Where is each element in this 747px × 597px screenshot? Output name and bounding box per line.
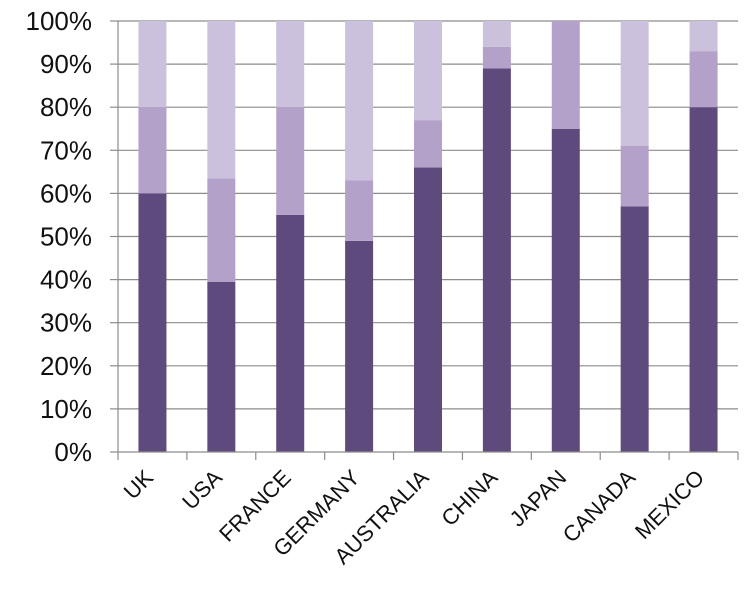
x-category-label: JAPAN — [505, 465, 572, 532]
x-category-label: MEXICO — [630, 465, 709, 544]
bar-segment-france-3 — [276, 21, 305, 108]
bar-segment-australia-3 — [414, 21, 442, 121]
bar-segment-japan-1 — [551, 128, 580, 452]
x-category-label: CANADA — [558, 465, 641, 548]
y-tick-labels: 0% 10% 20% 30% 40% 50% 60% 70% 80% 90% 100% — [26, 6, 93, 467]
bar-segment-canada-3 — [620, 21, 649, 146]
y-tick-label: 100% — [26, 6, 93, 36]
y-tick-label: 60% — [40, 178, 92, 208]
x-category-label: CHINA — [436, 465, 502, 531]
bar-segment-uk-1 — [138, 193, 167, 452]
axes — [110, 20, 739, 460]
y-tick-label: 70% — [40, 135, 92, 165]
bar-segment-usa-3 — [207, 21, 236, 179]
bar-segment-france-2 — [276, 107, 305, 215]
y-tick-label: 0% — [54, 437, 92, 467]
bar-segment-canada-1 — [620, 206, 649, 452]
y-tick-label: 20% — [40, 351, 92, 381]
x-category-label: USA — [177, 465, 227, 515]
bar-segment-china-1 — [482, 68, 511, 452]
y-tick-label: 30% — [40, 308, 92, 338]
bar-segment-australia-2 — [414, 120, 442, 168]
bar-segment-china-2 — [482, 46, 511, 69]
bar-segment-mexico-2 — [689, 51, 718, 108]
bar-series — [138, 21, 718, 453]
bar-segment-uk-3 — [138, 21, 167, 108]
bar-segment-china-3 — [482, 21, 511, 47]
y-tick-label: 10% — [40, 394, 92, 424]
bar-segment-france-1 — [276, 214, 305, 452]
bar-segment-canada-2 — [620, 145, 649, 207]
bar-segment-japan-2 — [551, 21, 580, 129]
bar-segment-usa-2 — [207, 178, 236, 282]
y-tick-label: 90% — [40, 49, 92, 79]
bar-segment-mexico-3 — [689, 21, 718, 52]
bar-segment-germany-1 — [345, 240, 374, 452]
bar-segment-uk-2 — [138, 107, 167, 194]
bar-segment-australia-1 — [414, 167, 442, 453]
bar-segment-usa-1 — [207, 281, 236, 452]
bar-segment-germany-3 — [345, 21, 374, 181]
y-tick-label: 50% — [40, 222, 92, 252]
y-tick-label: 80% — [40, 92, 92, 122]
bar-segment-germany-2 — [345, 180, 374, 241]
y-tick-label: 40% — [40, 265, 92, 295]
bar-segment-mexico-1 — [689, 107, 718, 452]
x-category-label: UK — [119, 465, 159, 505]
